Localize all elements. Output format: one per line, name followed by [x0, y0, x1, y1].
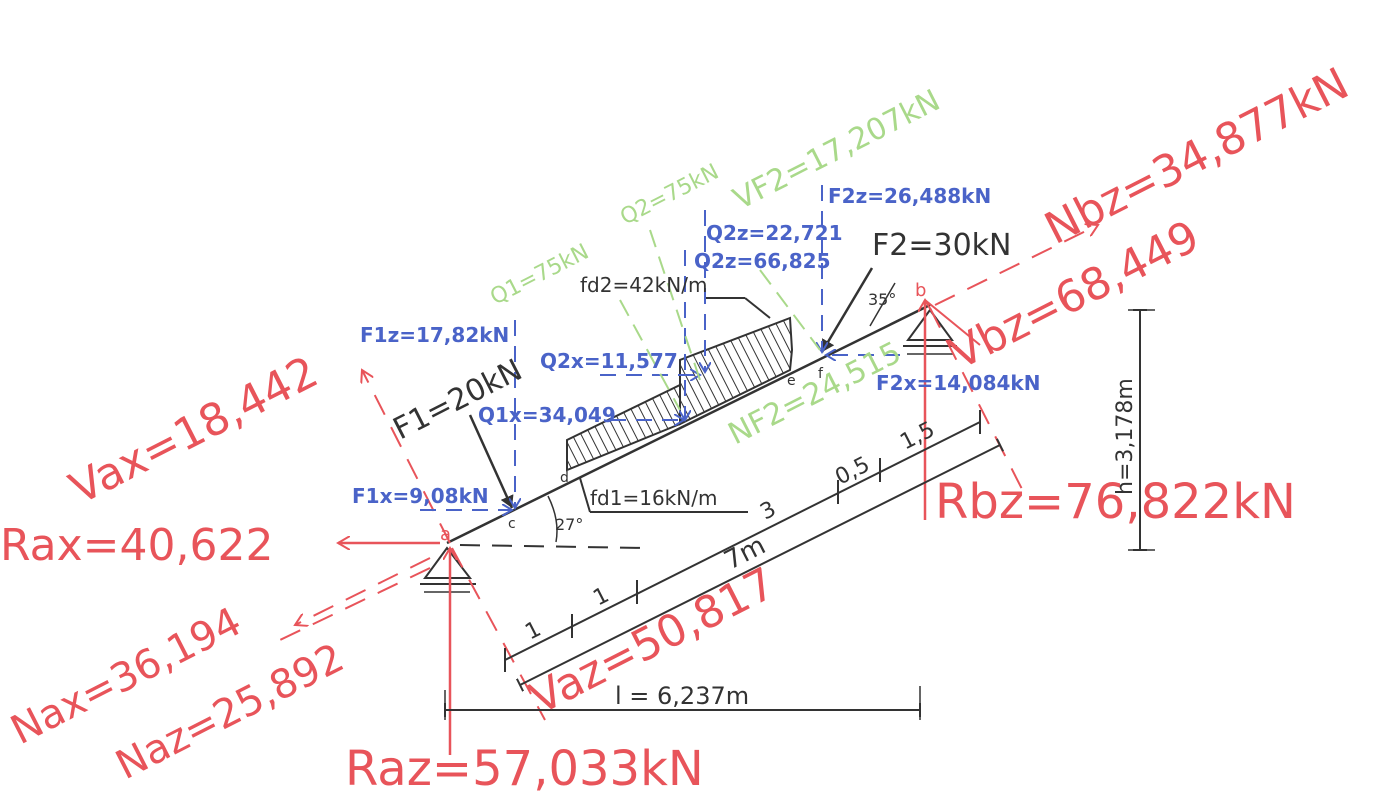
- label-F1x: F1x=9,08kN: [352, 484, 489, 508]
- arrow-Vbz-back: [924, 299, 981, 346]
- label-F2z: F2z=26,488kN: [828, 184, 991, 208]
- label-F2: F2=30kN: [872, 228, 1011, 263]
- arrow-Vax: [362, 370, 451, 544]
- label-Rax: Rax=40,622: [0, 520, 273, 571]
- force-F1: [468, 414, 514, 509]
- fd1-leader: [579, 477, 591, 513]
- support-a: [420, 546, 476, 593]
- arrow-Nbz: [934, 225, 1098, 306]
- label-seg-15: 1,5: [896, 417, 939, 455]
- label-fd1: fd1=16kN/m: [590, 486, 717, 510]
- label-F1: F1=20kN: [388, 353, 528, 448]
- label-F1z: F1z=17,82kN: [360, 323, 509, 347]
- label-Vax: Vax=18,442: [62, 347, 326, 515]
- label-Q2z-upper: Q2z=22,721: [706, 221, 843, 245]
- label-angle-a: 27°: [555, 515, 583, 534]
- arrow-Nax: [279, 567, 431, 641]
- arrow-Q1: [619, 299, 681, 411]
- label-Rbz: Rbz=76,822kN: [935, 474, 1296, 530]
- fd2-leader-b: [744, 297, 771, 319]
- label-Q2z-lower: Q2z=66,825: [694, 249, 831, 273]
- dim-segments: [504, 421, 981, 661]
- label-pt-b: b: [915, 280, 926, 301]
- angle-arc-b: [869, 282, 896, 327]
- force-F2: [820, 267, 874, 353]
- label-Nbz: Nbz=34,877kN: [1037, 58, 1357, 255]
- label-fd2: fd2=42kN/m: [580, 273, 707, 297]
- label-pt-c: c: [508, 516, 516, 532]
- label-angle-b: 35°: [868, 290, 896, 309]
- label-Raz: Raz=57,033kN: [345, 741, 704, 792]
- label-Q1: Q1=75kN: [486, 240, 593, 311]
- label-span: l = 6,237m: [615, 682, 749, 710]
- label-pt-f: f: [818, 366, 824, 382]
- dim-length: [515, 438, 1005, 692]
- label-height: h=3,178m: [1113, 378, 1138, 495]
- arrow-VF2: [759, 269, 821, 351]
- label-Q2x: Q2x=11,577: [540, 349, 678, 373]
- label-pt-e: e: [787, 373, 796, 389]
- label-seg-3: 3: [756, 497, 780, 526]
- support-b: [903, 308, 957, 355]
- label-pt-a: a: [440, 524, 451, 545]
- label-F2x: F2x=14,084kN: [876, 371, 1040, 395]
- label-Q1x: Q1x=34,049: [478, 403, 616, 427]
- label-pt-d: d: [560, 470, 569, 486]
- horizontal-reference: [459, 544, 646, 549]
- load-fd2: [679, 316, 794, 426]
- arrow-Naz: [295, 557, 431, 625]
- label-Q2: Q2=75kN: [616, 160, 723, 231]
